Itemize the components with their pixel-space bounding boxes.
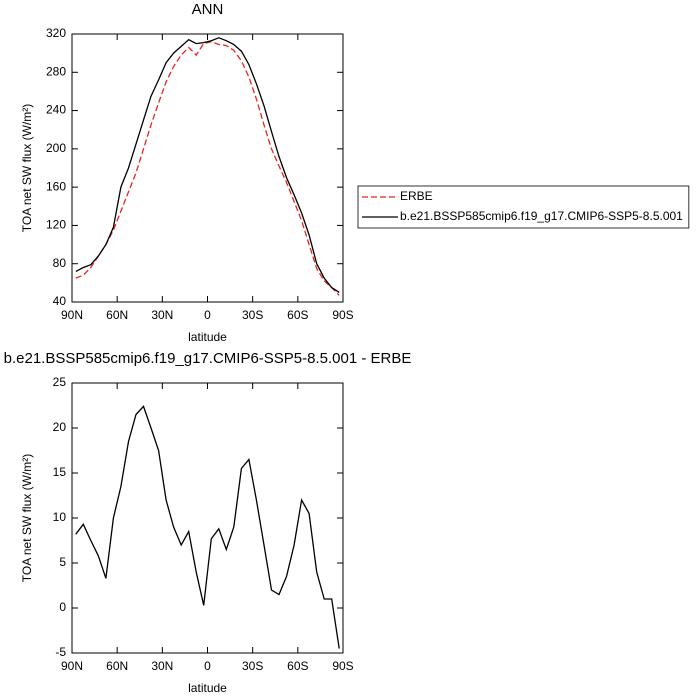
y-axis-label: TOA net SW flux (W/m²) (20, 104, 34, 232)
y-tick-label: -5 (55, 645, 66, 659)
y-tick-label: 160 (46, 179, 66, 193)
y-tick-label: 200 (46, 141, 66, 155)
x-tick-label: 30N (151, 308, 173, 322)
y-tick-label: 0 (59, 600, 66, 614)
x-tick-label: 90N (61, 659, 83, 673)
legend: ERBE b.e21.BSSP585cmip6.f19_g17.CMIP6-SSP… (357, 185, 690, 229)
x-tick-label: 90S (332, 659, 353, 673)
legend-box (357, 185, 690, 229)
y-tick-label: 15 (53, 465, 67, 479)
x-tick-label: 30N (151, 659, 173, 673)
x-axis-label: latitude (188, 330, 227, 344)
y-tick-label: 5 (59, 555, 66, 569)
y-axis-label: TOA net SW flux (W/m²) (20, 454, 34, 582)
x-tick-label: 30S (242, 308, 263, 322)
data-line (75, 405, 340, 649)
y-tick-label: 20 (53, 420, 67, 434)
y-tick-label: 10 (53, 510, 67, 524)
x-tick-label: 0 (204, 659, 211, 673)
x-tick-label: 60S (287, 659, 308, 673)
legend-label: ERBE (400, 189, 433, 203)
x-axis-label: latitude (188, 681, 227, 695)
data-line (75, 41, 340, 296)
x-tick-label: 60N (106, 659, 128, 673)
x-tick-label: 60N (106, 308, 128, 322)
y-tick-label: 120 (46, 218, 66, 232)
chart-title: ANN (192, 1, 224, 18)
plot-frame (71, 33, 344, 303)
y-tick-label: 320 (46, 26, 66, 40)
y-tick-label: 25 (53, 375, 67, 389)
y-tick-label: 40 (53, 294, 67, 308)
y-tick-label: 240 (46, 103, 66, 117)
x-tick-label: 60S (287, 308, 308, 322)
legend-label: b.e21.BSSP585cmip6.f19_g17.CMIP6-SSP5-8.… (400, 209, 683, 223)
x-tick-label: 90S (332, 308, 353, 322)
chart-title: b.e21.BSSP585cmip6.f19_g17.CMIP6-SSP5-8.… (4, 350, 412, 367)
y-tick-label: 80 (53, 256, 67, 270)
x-tick-label: 0 (204, 308, 211, 322)
y-tick-label: 280 (46, 64, 66, 78)
x-tick-label: 90N (61, 308, 83, 322)
plot-frame (71, 382, 344, 654)
x-tick-label: 30S (242, 659, 263, 673)
data-line (75, 37, 340, 293)
